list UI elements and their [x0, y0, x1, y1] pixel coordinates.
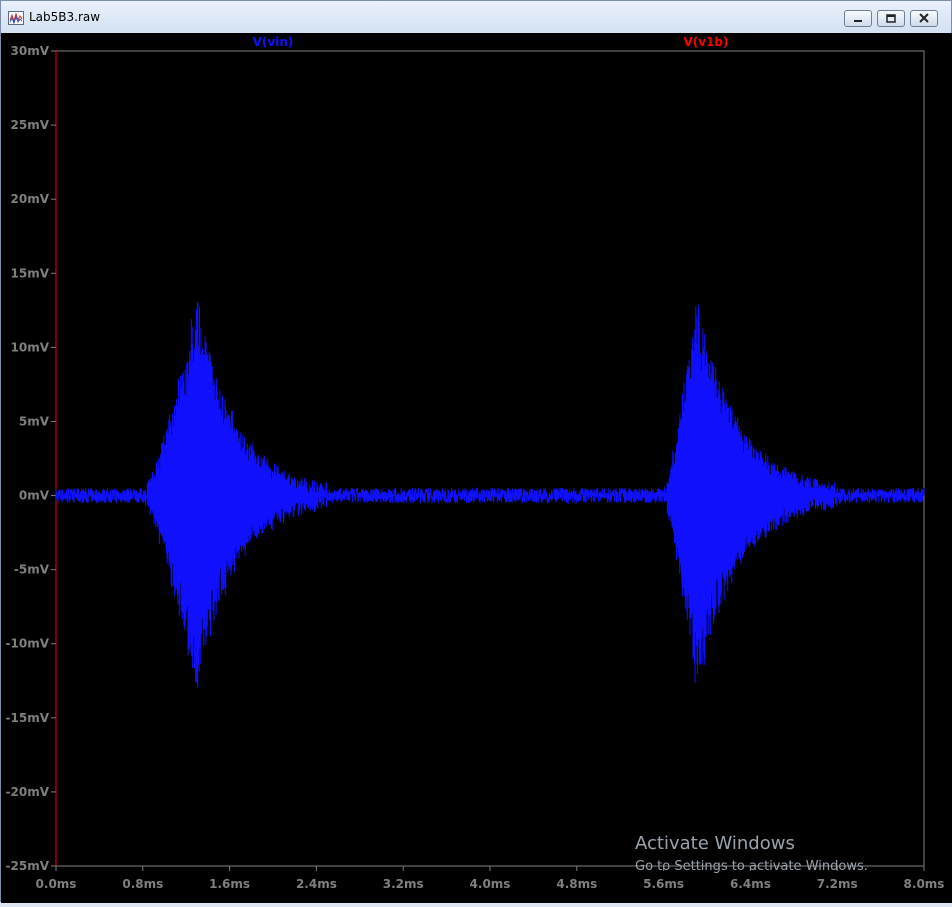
- x-tick-label: 5.6ms: [643, 877, 684, 891]
- x-tick-label: 3.2ms: [383, 877, 424, 891]
- activate-windows-title: Activate Windows: [635, 833, 795, 854]
- restore-icon: [886, 14, 896, 23]
- trace-label-vin[interactable]: V(vin): [253, 35, 294, 49]
- x-tick-label: 1.6ms: [209, 877, 250, 891]
- y-tick-label: 5mV: [19, 414, 50, 428]
- x-tick-label: 6.4ms: [730, 877, 771, 891]
- y-tick-label: -15mV: [6, 711, 50, 725]
- x-tick-label: 8.0ms: [904, 877, 945, 891]
- minimize-icon: [854, 20, 862, 22]
- y-tick-label: -10mV: [6, 637, 50, 651]
- y-tick-label: -25mV: [6, 859, 50, 873]
- x-tick-label: 0.8ms: [122, 877, 163, 891]
- close-icon: [919, 13, 929, 23]
- y-tick-label: -5mV: [14, 563, 50, 577]
- activate-windows-subtitle: Go to Settings to activate Windows.: [635, 859, 868, 874]
- plot-pane[interactable]: 30mV 25mV 20mV 15mV 10mV 5mV 0mV -5mV -10mV -15mV…: [1, 33, 952, 903]
- trace-label-v1b[interactable]: V(v1b): [683, 35, 728, 49]
- title-bar[interactable]: Lab5B3.raw: [1, 1, 951, 33]
- y-tick-label: 0mV: [19, 489, 50, 503]
- y-tick-label: 25mV: [11, 118, 50, 132]
- y-tick-label: 20mV: [11, 192, 50, 206]
- close-button[interactable]: [910, 10, 938, 27]
- minimize-button[interactable]: [844, 10, 872, 27]
- x-tick-label: 4.8ms: [556, 877, 597, 891]
- x-tick-label: 4.0ms: [470, 877, 511, 891]
- plot-axes: [51, 50, 925, 871]
- plot-background: [1, 33, 952, 903]
- waveform-icon: [8, 10, 24, 25]
- plot-labels: 30mV 25mV 20mV 15mV 10mV 5mV 0mV -5mV -10mV -15mV…: [6, 35, 945, 891]
- trace-vin: [55, 301, 925, 688]
- x-tick-label: 7.2ms: [817, 877, 858, 891]
- y-tick-label: 10mV: [11, 340, 50, 354]
- x-tick-label: 2.4ms: [296, 877, 337, 891]
- x-tick-label: 0.0ms: [36, 877, 77, 891]
- waveform-plot[interactable]: 30mV 25mV 20mV 15mV 10mV 5mV 0mV -5mV -10mV -15mV…: [1, 33, 952, 903]
- y-tick-label: 15mV: [11, 266, 50, 280]
- window-title: Lab5B3.raw: [29, 10, 101, 24]
- restore-button[interactable]: [877, 10, 905, 27]
- plot-traces: [55, 301, 925, 688]
- y-tick-label: -20mV: [6, 785, 50, 799]
- y-tick-label: 30mV: [11, 44, 50, 58]
